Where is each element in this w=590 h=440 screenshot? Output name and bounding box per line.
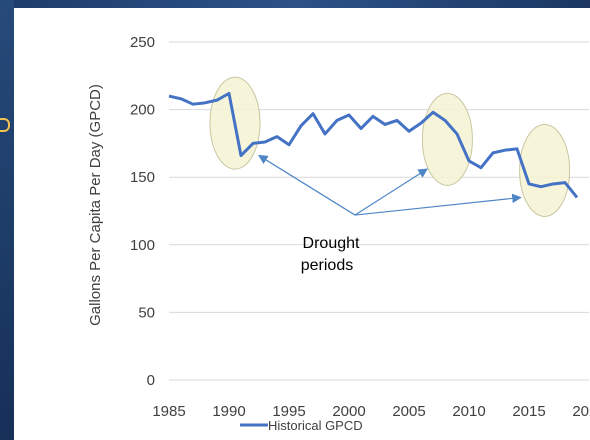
- y-axis-label: Gallons Per Capita Per Day (GPCD): [87, 84, 104, 326]
- x-tick-label: 1985: [152, 403, 185, 420]
- legend: Historical GPCD: [240, 418, 363, 433]
- x-tick-label: 2020: [572, 403, 590, 420]
- annotation-arrow-1: [257, 154, 356, 216]
- x-tick-label: 2000: [332, 403, 365, 420]
- annotation-label-line1: Drought: [303, 235, 360, 252]
- annotation-arrow-3: [354, 193, 522, 216]
- legend-label: Historical GPCD: [268, 418, 363, 433]
- drought-ellipse-2: [421, 92, 473, 186]
- annotation-arrows: [257, 154, 522, 216]
- gpcd-chart: 0 50 100 150 200 250 1985 1990 1995 2000 2005 2010 2…: [87, 34, 590, 433]
- x-tick-label: 2015: [512, 403, 545, 420]
- annotation-arrow-2: [354, 168, 429, 216]
- y-tick-label: 150: [130, 169, 155, 186]
- slide-background-left: [0, 0, 14, 440]
- drought-ellipse-3: [519, 123, 571, 217]
- series-layer: [168, 91, 579, 199]
- x-tick-label: 2010: [452, 403, 485, 420]
- tick-labels: 0 50 100 150 200 250 1985 1990 1995 2000 2005 2010 2…: [130, 34, 590, 420]
- x-tick-label: 1995: [272, 403, 305, 420]
- y-tick-label: 250: [130, 34, 155, 51]
- y-tick-label: 100: [130, 237, 155, 254]
- drought-ellipses: [209, 76, 571, 217]
- x-tick-label: 1990: [212, 403, 245, 420]
- x-tick-label: 2005: [392, 403, 425, 420]
- y-tick-label: 50: [138, 304, 155, 321]
- annotation-label-line2: periods: [301, 257, 353, 274]
- chart-panel: 0 50 100 150 200 250 1985 1990 1995 2000 2005 2010 2…: [14, 8, 590, 440]
- slide-edge-ornament: [0, 118, 10, 132]
- slide-background-top: [0, 0, 590, 8]
- y-tick-label: 200: [130, 102, 155, 119]
- y-tick-label: 0: [147, 372, 155, 389]
